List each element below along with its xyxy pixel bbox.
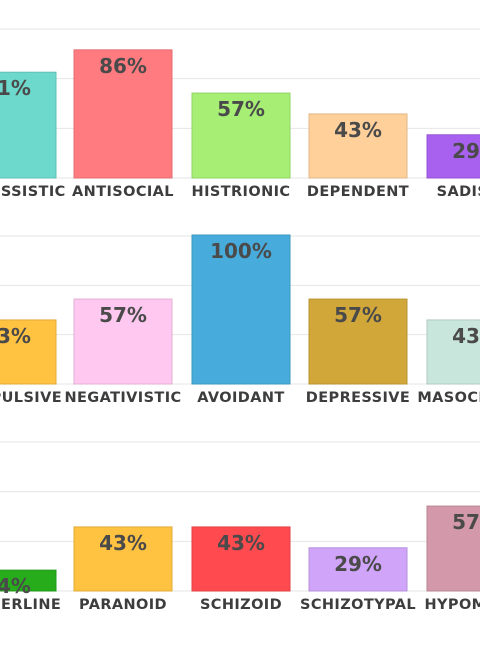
- chart-panel-3: 14%BORDERLINE 43% PARANOID 43% SCHIZOID 29% SC…: [0, 441, 480, 613]
- bar-hypomanic: [426, 505, 480, 592]
- value-label-dependent: 43%: [334, 118, 382, 142]
- value-label-negativistic: 57%: [99, 303, 147, 327]
- value-label-borderline: 14%: [0, 574, 31, 598]
- bar-narcissistic: [0, 71, 57, 179]
- category-label-antisocial: ANTISOCIAL: [72, 184, 174, 200]
- category-label-paranoid: PARANOID: [79, 597, 167, 613]
- bar-antisocial: [73, 49, 173, 179]
- bar-compulsive: [0, 319, 57, 385]
- category-label-schizoid: SCHIZOID: [200, 597, 282, 613]
- value-label-sadistic: 29%: [452, 139, 480, 163]
- value-label-compulsive: 43%: [0, 324, 31, 348]
- bar-masochistic: [426, 319, 480, 385]
- value-label-masochistic: 43%: [452, 324, 480, 348]
- bar-sadistic: [426, 134, 480, 179]
- value-label-antisocial: 86%: [99, 54, 147, 78]
- category-label-narcissistic: NARCISSISTIC: [0, 184, 66, 200]
- category-label-avoidant: AVOIDANT: [197, 390, 284, 406]
- chart-panel-2: 43% COMPULSIVE 57% NEGATIVISTIC 100% AVOIDANT…: [0, 234, 480, 406]
- bar-borderline: [0, 569, 57, 592]
- category-label-borderline: BORDERLINE: [0, 597, 61, 613]
- category-label-depressive: DEPRESSIVE: [306, 390, 410, 406]
- bar-schizotypal: [308, 547, 408, 592]
- category-label-histrionic: HISTRIONIC: [192, 184, 291, 200]
- bar-paranoid: [73, 526, 173, 592]
- value-label-narcissistic: 71%: [0, 76, 31, 100]
- category-label-negativistic: NEGATIVISTIC: [64, 390, 181, 406]
- category-label-sadistic: SADISTIC: [437, 184, 480, 200]
- bar-negativistic: [73, 298, 173, 385]
- bar-avoidant: [191, 234, 291, 385]
- value-label-hypomanic: 57%: [452, 510, 480, 534]
- bar-histrionic: [191, 92, 291, 179]
- category-label-hypomanic: HYPOMANIC: [424, 597, 480, 613]
- value-label-histrionic: 57%: [217, 97, 265, 121]
- value-label-depressive: 57%: [334, 303, 382, 327]
- value-label-avoidant: 100%: [210, 239, 272, 263]
- bar-depressive: [308, 298, 408, 385]
- value-label-schizotypal: 29%: [334, 552, 382, 576]
- value-label-paranoid: 43%: [99, 531, 147, 555]
- category-label-compulsive: COMPULSIVE: [0, 390, 62, 406]
- value-label-schizoid: 43%: [217, 531, 265, 555]
- bar-schizoid: [191, 526, 291, 592]
- bar-dependent: [308, 113, 408, 179]
- chart-panel-1: 71% NARCISSISTIC 86% ANTISOCIAL 57% HISTRIONI…: [0, 28, 480, 200]
- category-label-schizotypal: SCHIZOTYPAL: [300, 597, 416, 613]
- category-label-dependent: DEPENDENT: [307, 184, 409, 200]
- category-label-masochistic: MASOCHISTIC: [417, 390, 480, 406]
